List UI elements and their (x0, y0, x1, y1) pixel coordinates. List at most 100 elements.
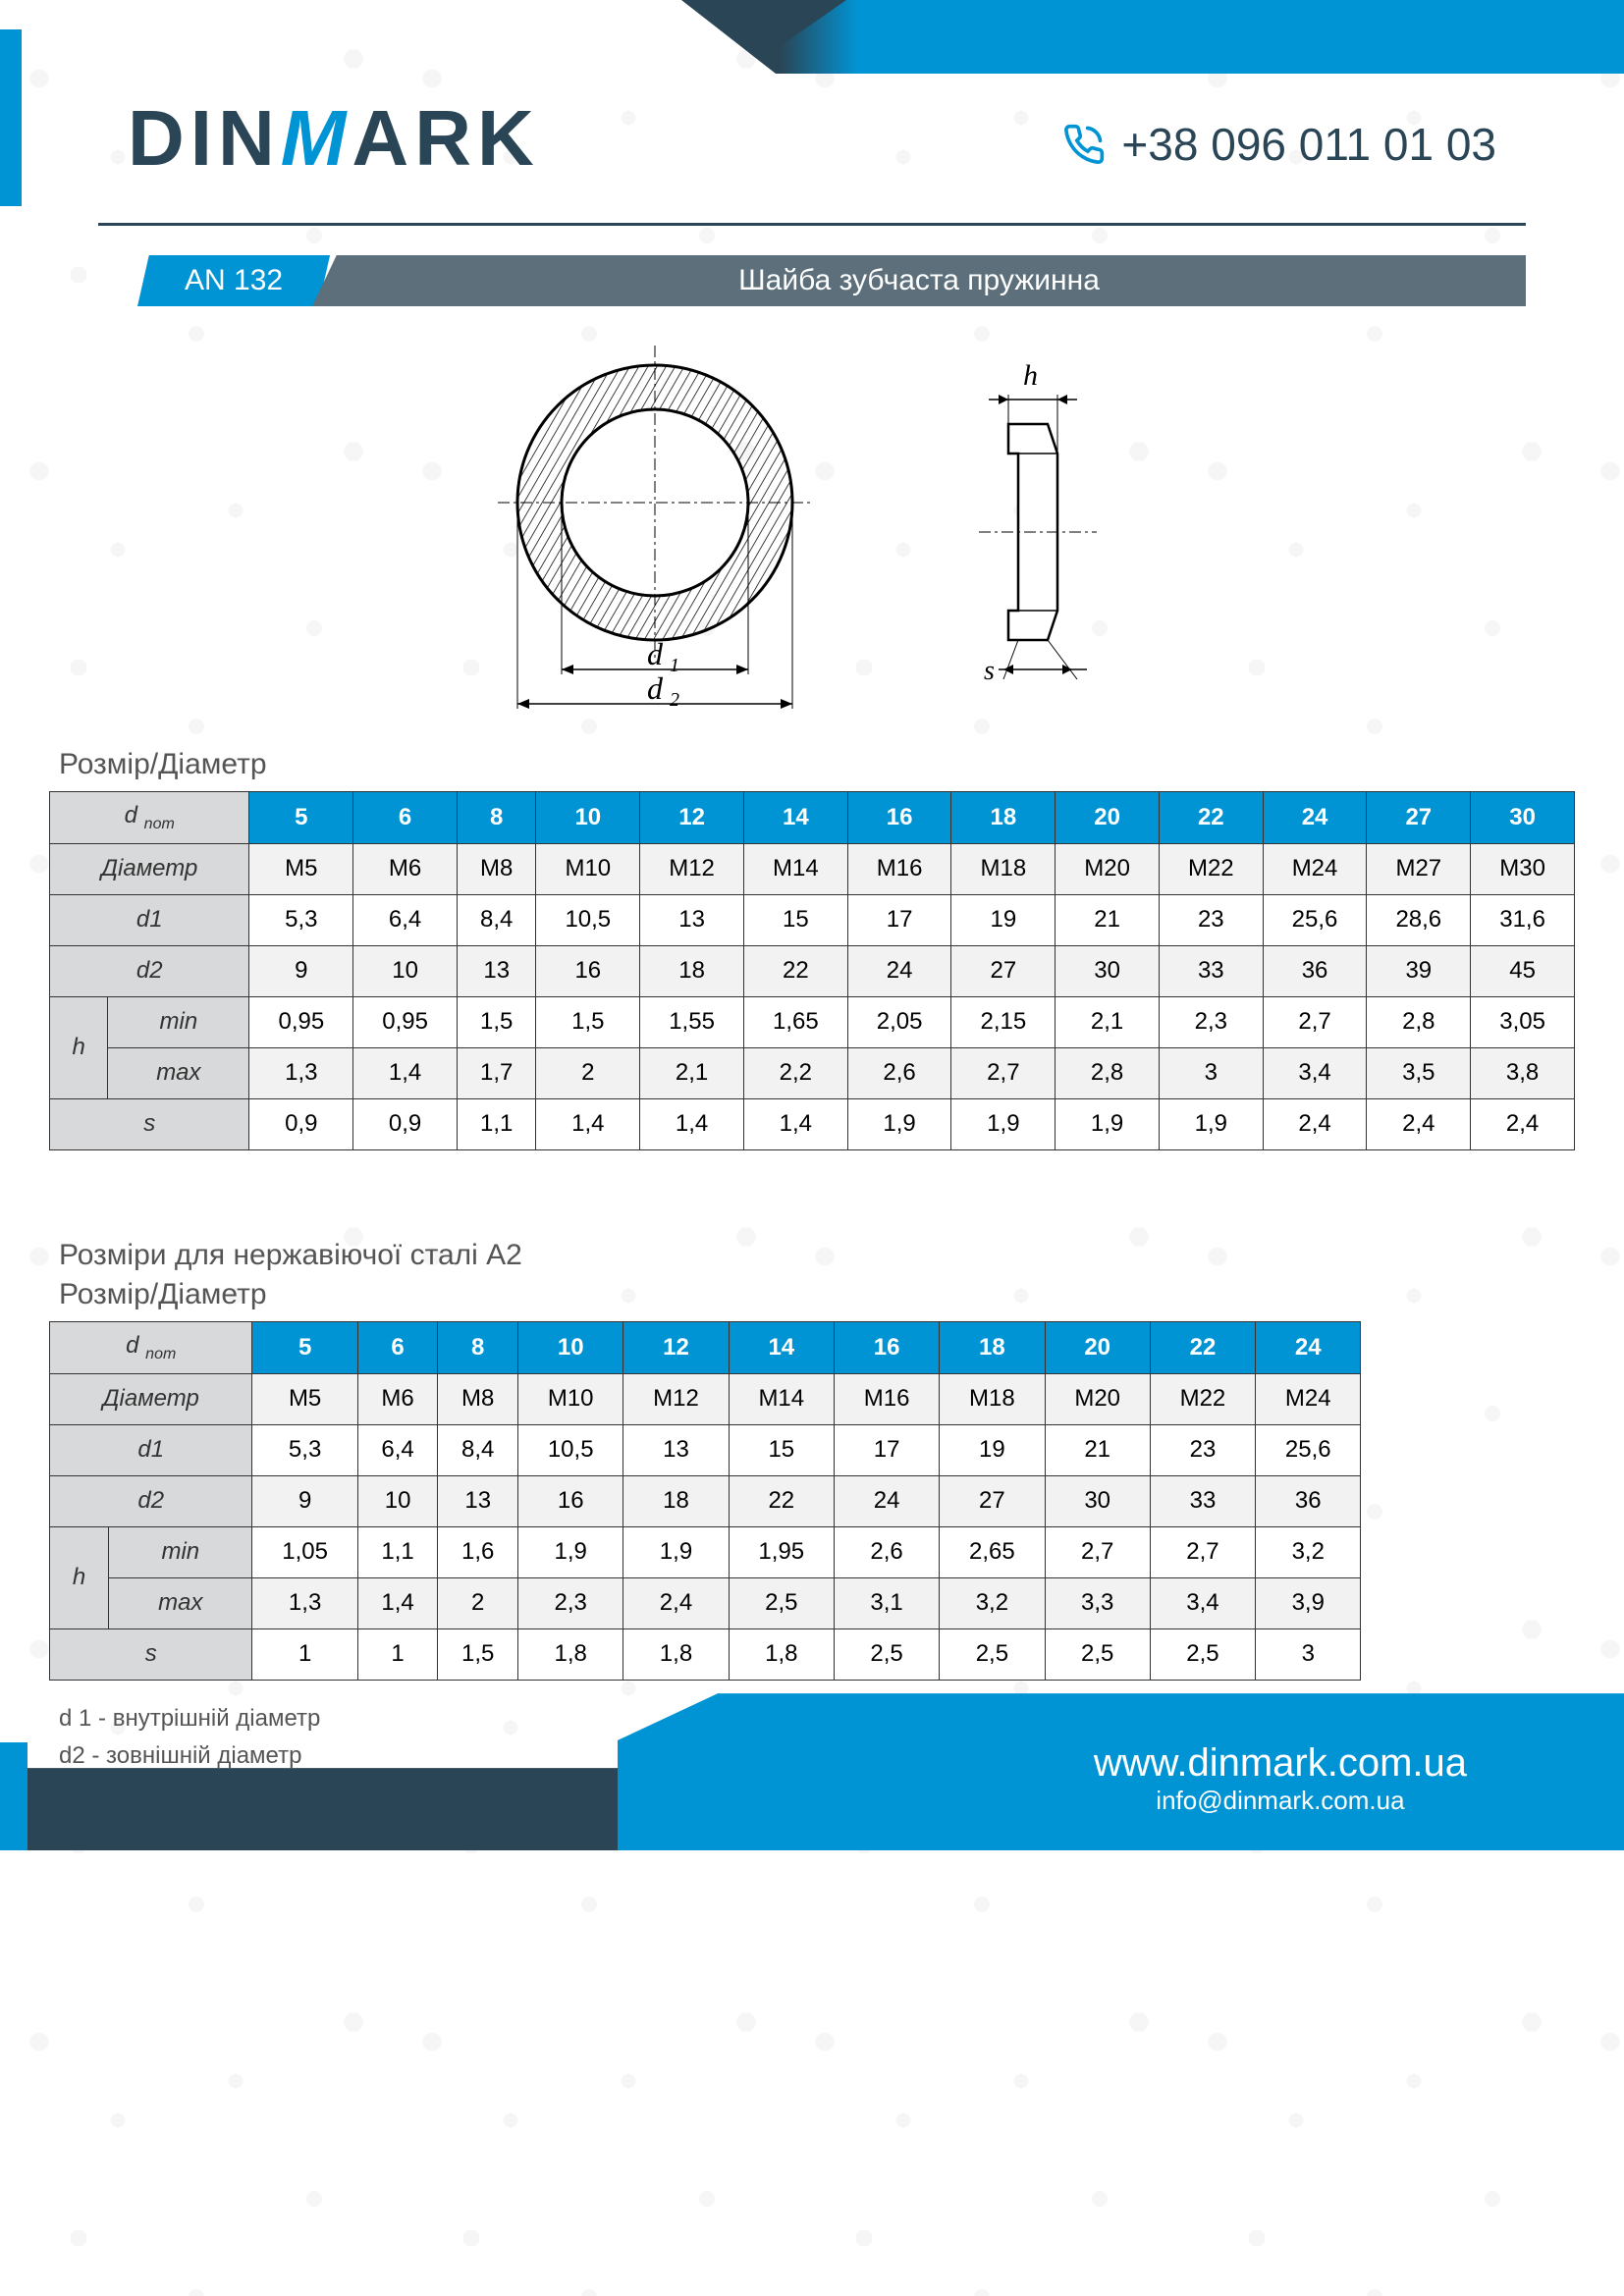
table-cell: 1,3 (249, 1047, 353, 1098)
table-cell: 13 (623, 1424, 729, 1475)
table-cell: 2,8 (1056, 1047, 1160, 1098)
table-cell: M18 (951, 843, 1056, 894)
table-cell: 10,5 (518, 1424, 623, 1475)
table1-title: Розмір/Діаметр (59, 748, 1565, 781)
svg-text:h: h (1023, 359, 1038, 392)
table-cell: 25,6 (1263, 894, 1367, 945)
table-cell: 25,6 (1256, 1424, 1361, 1475)
table-row-header: s (50, 1098, 249, 1149)
product-code: AN 132 (137, 255, 330, 306)
table-cell: 2,15 (951, 996, 1056, 1047)
table-cell: 1,9 (1056, 1098, 1160, 1149)
table-cell: 15 (743, 894, 847, 945)
table-cell: 22 (743, 945, 847, 996)
table-cell: 1 (357, 1629, 438, 1680)
table-cell: 2,7 (1150, 1526, 1255, 1577)
table-row-header: s (50, 1629, 252, 1680)
table-cell: 2,6 (847, 1047, 951, 1098)
svg-text:s: s (984, 656, 995, 686)
table-col-header: 8 (457, 792, 535, 844)
table-cell: 3,2 (1256, 1526, 1361, 1577)
table-cell: M10 (518, 1373, 623, 1424)
footer-email: info@dinmark.com.ua (1094, 1786, 1467, 1816)
table-cell: M16 (847, 843, 951, 894)
table-cell: 1,6 (438, 1526, 518, 1577)
table-cell: M22 (1150, 1373, 1255, 1424)
table-row-header: d1 (50, 1424, 252, 1475)
table-cell: 1,1 (457, 1098, 535, 1149)
table-cell: M22 (1159, 843, 1263, 894)
table-cell: 2,05 (847, 996, 951, 1047)
table-col-header: 10 (536, 792, 640, 844)
table-cell: 2,3 (1159, 996, 1263, 1047)
table-cell: 17 (847, 894, 951, 945)
table-cell: 2,65 (940, 1526, 1045, 1577)
header-accent-blue (740, 0, 1624, 74)
table-cell: 2,4 (1263, 1098, 1367, 1149)
table-col-header: 18 (951, 792, 1056, 844)
table-cell: 3,3 (1045, 1577, 1150, 1629)
table-cell: 1,5 (457, 996, 535, 1047)
table-cell: 2 (438, 1577, 518, 1629)
table-cell: 16 (518, 1475, 623, 1526)
table-col-header: 6 (353, 792, 458, 844)
table-cell: 3,5 (1367, 1047, 1471, 1098)
table-cell: 2,7 (1045, 1526, 1150, 1577)
table-cell: M30 (1471, 843, 1575, 894)
table-cell: 2,2 (743, 1047, 847, 1098)
table-row-header: min (108, 996, 249, 1047)
table-cell: 27 (940, 1475, 1045, 1526)
table-col-header: 27 (1367, 792, 1471, 844)
table-cell: 5,3 (249, 894, 353, 945)
table-row-header: Діаметр (50, 843, 249, 894)
table-cell: M12 (623, 1373, 729, 1424)
table-col-header: 12 (623, 1321, 729, 1373)
diagram-side-view: h s (949, 346, 1146, 719)
table-cell: 2,5 (834, 1629, 939, 1680)
table-cell: 2,4 (1471, 1098, 1575, 1149)
table-cell: 3,2 (940, 1577, 1045, 1629)
table-cell: 0,95 (353, 996, 458, 1047)
table-cell: 1,8 (623, 1629, 729, 1680)
table-cell: 33 (1159, 945, 1263, 996)
table-cell: 10 (357, 1475, 438, 1526)
table-cell: 13 (640, 894, 744, 945)
table-cell: 1,4 (353, 1047, 458, 1098)
table-cell: M5 (249, 843, 353, 894)
table-cell: M16 (834, 1373, 939, 1424)
table-cell: 18 (640, 945, 744, 996)
table-col-header: 14 (729, 1321, 834, 1373)
table-cell: 2,4 (1367, 1098, 1471, 1149)
table-cell: 2,1 (1056, 996, 1160, 1047)
table-cell: 8,4 (457, 894, 535, 945)
table-cell: 2,1 (640, 1047, 744, 1098)
table-cell: 17 (834, 1424, 939, 1475)
table-cell: M14 (743, 843, 847, 894)
table-col-header: 5 (249, 792, 353, 844)
table-cell: 5,3 (252, 1424, 357, 1475)
table-cell: M24 (1256, 1373, 1361, 1424)
table-cell: 2,7 (1263, 996, 1367, 1047)
table-cell: 1,9 (623, 1526, 729, 1577)
table-cell: 3,8 (1471, 1047, 1575, 1098)
footer: www.dinmark.com.ua info@dinmark.com.ua (0, 1674, 1624, 1850)
phone-icon (1062, 123, 1106, 166)
table-row-header: h (50, 1526, 109, 1629)
table-cell: 1,9 (951, 1098, 1056, 1149)
table-cell: 18 (623, 1475, 729, 1526)
table-cell: 1,4 (743, 1098, 847, 1149)
table-cell: 1,9 (847, 1098, 951, 1149)
table-cell: 2,5 (1045, 1629, 1150, 1680)
table-cell: 30 (1045, 1475, 1150, 1526)
table-cell: 19 (940, 1424, 1045, 1475)
table-cell: 22 (729, 1475, 834, 1526)
table-col-header: 12 (640, 792, 744, 844)
table-cell: 13 (438, 1475, 518, 1526)
table2: d nom5681012141618202224ДіаметрM5M6M8M10… (49, 1321, 1361, 1681)
table-cell: M8 (457, 843, 535, 894)
table-cell: 1,7 (457, 1047, 535, 1098)
table-col-header: 22 (1159, 792, 1263, 844)
table-cell: 1,3 (252, 1577, 357, 1629)
footer-text: www.dinmark.com.ua info@dinmark.com.ua (1094, 1741, 1467, 1816)
table-cell: 21 (1045, 1424, 1150, 1475)
